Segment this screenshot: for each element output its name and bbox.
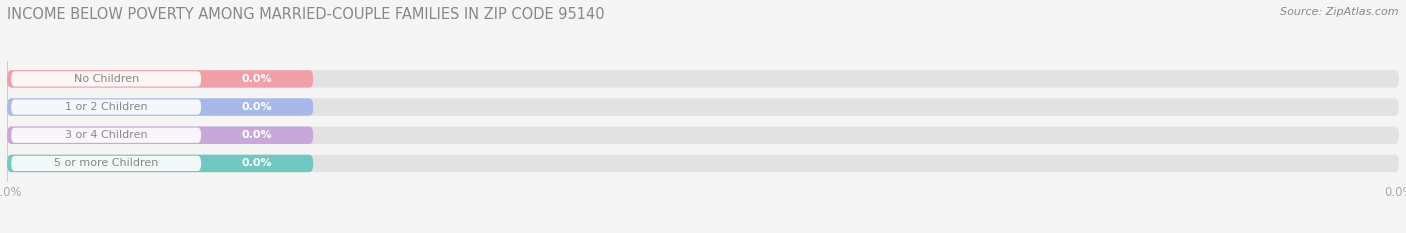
FancyBboxPatch shape <box>7 70 314 88</box>
Text: No Children: No Children <box>73 74 139 84</box>
Text: INCOME BELOW POVERTY AMONG MARRIED-COUPLE FAMILIES IN ZIP CODE 95140: INCOME BELOW POVERTY AMONG MARRIED-COUPL… <box>7 7 605 22</box>
FancyBboxPatch shape <box>7 127 1399 144</box>
FancyBboxPatch shape <box>11 99 201 115</box>
Text: 0.0%: 0.0% <box>242 102 273 112</box>
FancyBboxPatch shape <box>11 156 201 171</box>
FancyBboxPatch shape <box>7 98 314 116</box>
Text: 1 or 2 Children: 1 or 2 Children <box>65 102 148 112</box>
FancyBboxPatch shape <box>7 155 1399 172</box>
FancyBboxPatch shape <box>7 98 1399 116</box>
Text: 0.0%: 0.0% <box>242 158 273 168</box>
FancyBboxPatch shape <box>7 70 1399 88</box>
Text: 0.0%: 0.0% <box>242 74 273 84</box>
FancyBboxPatch shape <box>7 155 314 172</box>
Text: 3 or 4 Children: 3 or 4 Children <box>65 130 148 140</box>
Text: 5 or more Children: 5 or more Children <box>53 158 159 168</box>
Text: 0.0%: 0.0% <box>242 130 273 140</box>
FancyBboxPatch shape <box>7 127 314 144</box>
FancyBboxPatch shape <box>11 128 201 143</box>
Text: Source: ZipAtlas.com: Source: ZipAtlas.com <box>1281 7 1399 17</box>
FancyBboxPatch shape <box>11 71 201 86</box>
